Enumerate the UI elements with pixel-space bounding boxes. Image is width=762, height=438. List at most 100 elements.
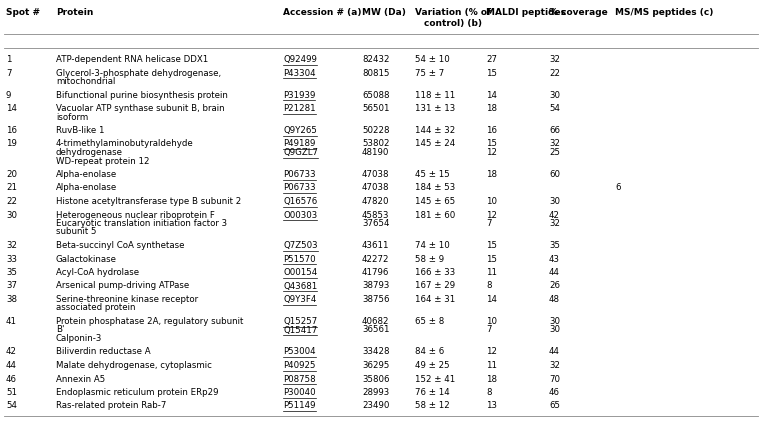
Text: Heterogeneous nuclear riboprotein F: Heterogeneous nuclear riboprotein F [56, 211, 215, 219]
Text: Alpha-enolase: Alpha-enolase [56, 170, 117, 179]
Text: 76 ± 14: 76 ± 14 [415, 388, 450, 397]
Text: Galactokinase: Galactokinase [56, 254, 117, 264]
Text: 74 ± 10: 74 ± 10 [415, 241, 450, 250]
Text: MALDI peptides: MALDI peptides [486, 8, 566, 17]
Text: 84 ± 6: 84 ± 6 [415, 347, 444, 357]
Text: 25: 25 [549, 148, 560, 157]
Text: 35: 35 [6, 268, 17, 277]
Text: P49189: P49189 [283, 139, 315, 148]
Text: Acyl-CoA hydrolase: Acyl-CoA hydrolase [56, 268, 139, 277]
Text: Ras-related protein Rab-7: Ras-related protein Rab-7 [56, 402, 166, 410]
Text: Protein phosphatase 2A, regulatory subunit: Protein phosphatase 2A, regulatory subun… [56, 317, 243, 326]
Text: 46: 46 [6, 374, 17, 384]
Text: 181 ± 60: 181 ± 60 [415, 211, 455, 219]
Text: Protein: Protein [56, 8, 94, 17]
Text: 48: 48 [549, 295, 560, 304]
Text: RuvB-like 1: RuvB-like 1 [56, 126, 104, 135]
Text: 9: 9 [6, 91, 11, 99]
Text: 37: 37 [6, 282, 17, 290]
Text: 43: 43 [549, 254, 560, 264]
Text: dehydrogenase: dehydrogenase [56, 148, 123, 157]
Text: 49 ± 25: 49 ± 25 [415, 361, 450, 370]
Text: P06733: P06733 [283, 170, 315, 179]
Text: 37654: 37654 [362, 219, 389, 228]
Text: Q9Y3F4: Q9Y3F4 [283, 295, 316, 304]
Text: 18: 18 [486, 170, 497, 179]
Text: 36561: 36561 [362, 325, 389, 335]
Text: P31939: P31939 [283, 91, 315, 99]
Text: 65: 65 [549, 402, 560, 410]
Text: Endoplasmic reticulum protein ERp29: Endoplasmic reticulum protein ERp29 [56, 388, 219, 397]
Text: subunit 5: subunit 5 [56, 227, 97, 237]
Text: 131 ± 13: 131 ± 13 [415, 104, 455, 113]
Text: O00303: O00303 [283, 211, 317, 219]
Text: 47820: 47820 [362, 197, 389, 206]
Text: 166 ± 33: 166 ± 33 [415, 268, 455, 277]
Text: Biliverdin reductase A: Biliverdin reductase A [56, 347, 151, 357]
Text: 46: 46 [549, 388, 560, 397]
Text: Q15417: Q15417 [283, 325, 317, 335]
Text: 8: 8 [486, 282, 491, 290]
Text: 10: 10 [486, 317, 497, 326]
Text: 16: 16 [6, 126, 17, 135]
Text: 51: 51 [6, 388, 17, 397]
Text: 20: 20 [6, 170, 17, 179]
Text: 38756: 38756 [362, 295, 389, 304]
Text: associated protein: associated protein [56, 304, 136, 312]
Text: 164 ± 31: 164 ± 31 [415, 295, 455, 304]
Text: Eucaryotic translation initiation factor 3: Eucaryotic translation initiation factor… [56, 219, 227, 228]
Text: 145 ± 24: 145 ± 24 [415, 139, 455, 148]
Text: 14: 14 [486, 91, 497, 99]
Text: 40682: 40682 [362, 317, 389, 326]
Text: 44: 44 [549, 268, 560, 277]
Text: 44: 44 [6, 361, 17, 370]
Text: 18: 18 [486, 374, 497, 384]
Text: 7: 7 [486, 325, 491, 335]
Text: 54: 54 [549, 104, 560, 113]
Text: 11: 11 [486, 268, 497, 277]
Text: 23490: 23490 [362, 402, 389, 410]
Text: Beta-succinyl CoA synthetase: Beta-succinyl CoA synthetase [56, 241, 184, 250]
Text: 30: 30 [549, 317, 560, 326]
Text: 33: 33 [6, 254, 17, 264]
Text: 47038: 47038 [362, 184, 389, 192]
Text: 7: 7 [486, 219, 491, 228]
Text: mitochondrial: mitochondrial [56, 77, 115, 86]
Text: 41: 41 [6, 317, 17, 326]
Text: 15: 15 [486, 139, 497, 148]
Text: 184 ± 53: 184 ± 53 [415, 184, 455, 192]
Text: 32: 32 [549, 361, 560, 370]
Text: P08758: P08758 [283, 374, 315, 384]
Text: 32: 32 [6, 241, 17, 250]
Text: Q7Z503: Q7Z503 [283, 241, 318, 250]
Text: P43304: P43304 [283, 68, 315, 78]
Text: 30: 30 [549, 91, 560, 99]
Text: 45 ± 15: 45 ± 15 [415, 170, 450, 179]
Text: 54 ± 10: 54 ± 10 [415, 55, 450, 64]
Text: 38793: 38793 [362, 282, 389, 290]
Text: 43611: 43611 [362, 241, 389, 250]
Text: 26: 26 [549, 282, 560, 290]
Text: 58 ± 12: 58 ± 12 [415, 402, 450, 410]
Text: 27: 27 [486, 55, 497, 64]
Text: Q16576: Q16576 [283, 197, 317, 206]
Text: 10: 10 [486, 197, 497, 206]
Text: MW (Da): MW (Da) [362, 8, 406, 17]
Text: MS/MS peptides (c): MS/MS peptides (c) [615, 8, 713, 17]
Text: 13: 13 [486, 402, 497, 410]
Text: 35806: 35806 [362, 374, 389, 384]
Text: 18: 18 [486, 104, 497, 113]
Text: 12: 12 [486, 211, 497, 219]
Text: Vacuolar ATP synthase subunit B, brain: Vacuolar ATP synthase subunit B, brain [56, 104, 225, 113]
Text: Histone acetyltransferase type B subunit 2: Histone acetyltransferase type B subunit… [56, 197, 242, 206]
Text: 15: 15 [486, 68, 497, 78]
Text: Alpha-enolase: Alpha-enolase [56, 184, 117, 192]
Text: P21281: P21281 [283, 104, 315, 113]
Text: 118 ± 11: 118 ± 11 [415, 91, 455, 99]
Text: 22: 22 [549, 68, 560, 78]
Text: 42: 42 [6, 347, 17, 357]
Text: 58 ± 9: 58 ± 9 [415, 254, 444, 264]
Text: 15: 15 [486, 241, 497, 250]
Text: 56501: 56501 [362, 104, 389, 113]
Text: 80815: 80815 [362, 68, 389, 78]
